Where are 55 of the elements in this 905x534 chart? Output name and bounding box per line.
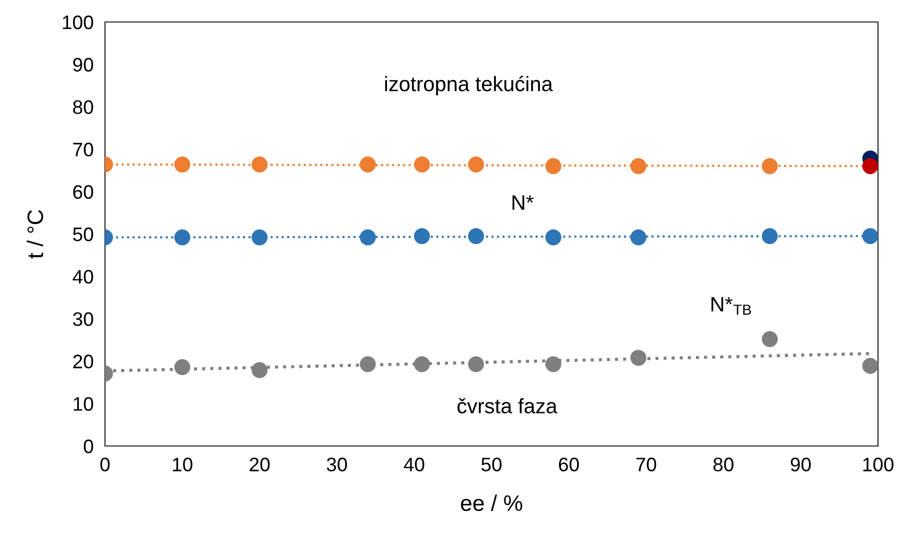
- point: [360, 356, 376, 372]
- point: [174, 359, 190, 376]
- point: [468, 356, 484, 372]
- annotation: čvrsta faza: [457, 398, 558, 414]
- point: [630, 158, 646, 174]
- x-tick-label: 10: [172, 458, 192, 472]
- point: [762, 331, 778, 348]
- annotation: izotropna tekućina: [385, 76, 553, 96]
- x-tick-label: 80: [713, 458, 734, 472]
- point: [414, 356, 430, 372]
- x-tick-label: 90: [790, 458, 811, 472]
- point: [630, 350, 646, 366]
- point: [360, 156, 376, 172]
- x-tick-label: 20: [250, 458, 270, 472]
- y-tick-label: 20: [73, 354, 94, 368]
- x-tick-label: 50: [481, 458, 502, 472]
- point: [252, 156, 268, 172]
- x-tick-label: 70: [636, 458, 656, 472]
- point: [360, 229, 376, 246]
- point: [252, 229, 268, 246]
- point: [545, 229, 562, 246]
- y-tick-label: 90: [73, 58, 94, 72]
- x-tick-label: 60: [558, 458, 579, 472]
- point: [545, 356, 562, 372]
- point: [762, 228, 778, 244]
- point: [630, 229, 646, 246]
- point: [862, 358, 878, 374]
- point: [468, 228, 484, 244]
- point: [468, 156, 484, 172]
- x-tick-label: 100: [863, 458, 894, 472]
- y-tick-label: 70: [73, 142, 94, 156]
- x-tick-label: 30: [326, 458, 347, 472]
- y-tick-label: 100: [62, 15, 94, 30]
- point: [762, 158, 778, 174]
- point: [545, 158, 562, 174]
- x-axis-title: ee / %: [460, 494, 522, 512]
- y-tick-label: 10: [74, 397, 94, 411]
- y-tick-label: 80: [73, 100, 94, 114]
- annotation: N*$_{TB}$: [711, 297, 751, 315]
- point: [174, 156, 190, 172]
- point: [414, 156, 430, 172]
- y-tick-label: 50: [73, 227, 94, 242]
- y-axis-title: t / °C: [26, 210, 44, 258]
- x-tick-label: 40: [404, 458, 424, 472]
- point: [862, 158, 878, 174]
- annotation: N*: [512, 195, 534, 210]
- y-tick-label: 40: [72, 270, 94, 284]
- point: [414, 228, 430, 244]
- y-tick-label: 0: [84, 439, 94, 454]
- point: [174, 229, 190, 246]
- x-tick-label: 0: [100, 458, 110, 472]
- y-tick-label: 60: [73, 185, 94, 199]
- point: [862, 228, 878, 244]
- y-tick-label: 30: [73, 312, 94, 326]
- point: [252, 362, 268, 378]
